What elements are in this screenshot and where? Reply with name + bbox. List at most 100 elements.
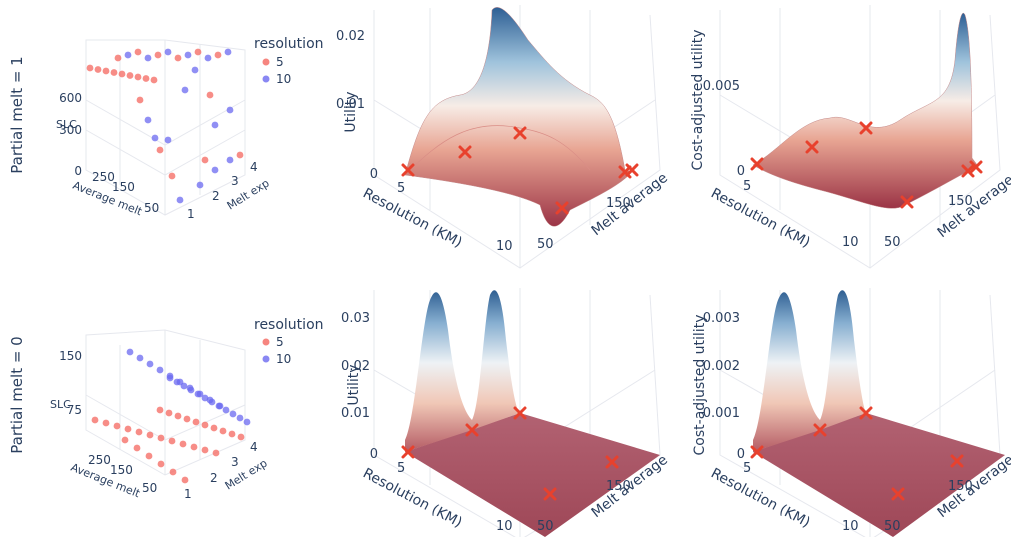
resolution-tick: 5 (743, 461, 751, 476)
slc-tick: 75 (67, 403, 82, 417)
scatter-point-resolution-10 (211, 166, 219, 174)
scatter-point-resolution-10 (146, 360, 154, 368)
scatter-point-resolution-10 (229, 410, 237, 418)
legend-title: resolution (254, 317, 324, 333)
melt-exp-tick: 2 (212, 189, 220, 203)
scatter-point-resolution-10 (164, 136, 172, 144)
utility-axis-label: Utility (346, 364, 362, 405)
scatter-point-resolution-10 (144, 54, 152, 62)
optimum-x-marker (465, 423, 479, 437)
legend-swatch-5 (262, 58, 270, 66)
avg-melt-tick: 250 (88, 453, 111, 467)
scatter-point-resolution-5 (135, 428, 143, 436)
cost-utility-peaks (753, 290, 866, 452)
scatter-point-resolution-5 (236, 151, 244, 159)
optimum-x-marker (950, 454, 964, 468)
scatter-point-resolution-10 (222, 406, 230, 414)
scatter-point-resolution-5 (134, 48, 142, 56)
slc-tick: 600 (59, 91, 82, 105)
scatter-point-resolution-10 (191, 66, 199, 74)
melt-average-tick: 150 (606, 196, 631, 211)
legend-label-10: 10 (276, 72, 291, 86)
cost-utility-surface (752, 13, 979, 209)
scatter-point-resolution-5 (110, 69, 118, 76)
melt-average-tick: 150 (606, 479, 631, 494)
scatter-point-resolution-5 (157, 460, 165, 468)
scatter-point-resolution-5 (124, 425, 132, 433)
melt-exp-tick: 4 (250, 440, 258, 454)
legend-swatch-5 (262, 338, 270, 346)
scatter-point-resolution-10 (136, 354, 144, 362)
optimum-x-marker (458, 145, 472, 159)
resolution-tick: 10 (496, 239, 513, 254)
scatter-point-resolution-10 (226, 156, 234, 164)
melt-exp-tick: 1 (187, 207, 195, 221)
scatter-point-resolution-5 (133, 444, 141, 452)
melt-average-tick: 150 (948, 479, 973, 494)
scatter-point-resolution-5 (212, 449, 220, 457)
scatter-point-resolution-5 (181, 476, 189, 484)
scatter-point-resolution-5 (194, 48, 202, 56)
utility-tick: 0.02 (341, 359, 370, 374)
scatter-point-resolution-5 (228, 430, 236, 438)
melt-exp-tick: 3 (231, 174, 239, 188)
scatter-point-resolution-10 (226, 106, 234, 114)
scatter-point-resolution-5 (134, 73, 142, 81)
cost-utility-floor (753, 413, 1005, 537)
optimum-x-marker (513, 126, 527, 140)
scatter-point-resolution-5 (102, 419, 110, 427)
scatter-point-resolution-5 (94, 66, 102, 73)
legend-swatch-10 (262, 355, 270, 363)
scatter-point-resolution-5 (201, 446, 209, 454)
scatter-point-resolution-5 (142, 75, 150, 82)
slc-tick: 0 (74, 164, 82, 178)
scatter-point-resolution-5 (154, 51, 162, 59)
scatter-point-resolution-5 (168, 172, 176, 180)
optimum-x-marker (750, 157, 764, 171)
melt-average-tick: 50 (884, 519, 901, 534)
resolution-tick: 10 (842, 519, 859, 534)
scatter-point-resolution-10 (126, 348, 134, 356)
melt-exp-tick: 1 (184, 487, 192, 501)
optimum-x-marker (859, 406, 873, 420)
melt-average-tick: 50 (884, 235, 901, 250)
melt-average-tick: 50 (537, 237, 554, 252)
row-title-partial-melt-1: Partial melt = 1 (8, 56, 26, 173)
optimum-x-marker (513, 406, 527, 420)
panel-partial-melt-0-cost-utility[interactable]: 0.003 0.002 0.001 0 Cost-adjusted utilit… (692, 288, 1011, 537)
scatter-point-resolution-10 (144, 116, 152, 124)
scatter-point-resolution-10 (173, 378, 181, 386)
scatter-point-resolution-10 (166, 374, 174, 382)
scatter-point-resolution-5 (192, 418, 200, 426)
melt-exp-tick: 4 (250, 160, 258, 174)
scatter-point-resolution-10 (236, 414, 244, 422)
panel-partial-melt-0-scatter[interactable]: 150 75 SLC 250 150 50 Average melt 4 3 2… (50, 329, 270, 501)
avg-melt-tick: 50 (142, 481, 157, 495)
panel-partial-melt-0-utility[interactable]: 0.03 0.02 0.01 0 Utility 5 10 Resolution… (341, 288, 671, 537)
scatter-point-resolution-5 (201, 156, 209, 164)
scatter-point-resolution-5 (121, 436, 129, 444)
legend-partial-melt-1: resolution 5 10 (254, 36, 324, 86)
optimum-x-marker (891, 487, 905, 501)
optimum-x-marker (625, 163, 639, 177)
panel-partial-melt-1-scatter[interactable]: 600 300 0 SLC 250 150 50 Average melt 4 … (56, 39, 272, 221)
scatter-point-resolution-5 (146, 431, 154, 439)
resolution-tick: 5 (397, 181, 405, 196)
scatter-point-resolution-5 (126, 72, 134, 79)
scatter-point-resolution-5 (183, 415, 191, 423)
panel-partial-melt-1-cost-utility[interactable]: 0.005 0 Cost-adjusted utility 5 10 Resol… (690, 5, 1011, 269)
scatter-point-resolution-10 (156, 366, 164, 374)
scatter-point-resolution-5 (118, 70, 126, 78)
scatter-point-resolution-10 (164, 48, 172, 56)
scatter-point-resolution-5 (145, 452, 153, 460)
optimum-x-marker (813, 423, 827, 437)
optimum-x-marker (859, 121, 873, 135)
panel-partial-melt-1-utility[interactable]: 0.02 0.01 0 Utility 5 10 Resolution (KM)… (336, 5, 671, 269)
scatter-point-resolution-10 (208, 398, 216, 406)
cost-utility-tick: 0.003 (703, 311, 740, 326)
avg-melt-tick: 50 (144, 201, 159, 215)
resolution-tick: 10 (496, 519, 513, 534)
scatter-point-resolution-5 (86, 64, 94, 72)
legend-label-5: 5 (276, 335, 284, 349)
